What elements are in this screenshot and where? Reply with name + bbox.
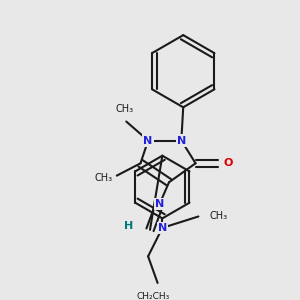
Text: CH₃: CH₃: [210, 212, 228, 221]
Text: N: N: [155, 199, 164, 209]
Text: CH₃: CH₃: [94, 172, 112, 183]
Text: H: H: [124, 221, 134, 231]
Text: CH₃: CH₃: [115, 104, 134, 114]
Text: O: O: [223, 158, 232, 168]
Text: N: N: [143, 136, 153, 146]
Text: N: N: [158, 223, 167, 233]
Text: CH₂CH₃: CH₂CH₃: [136, 292, 170, 300]
Text: N: N: [177, 136, 186, 146]
